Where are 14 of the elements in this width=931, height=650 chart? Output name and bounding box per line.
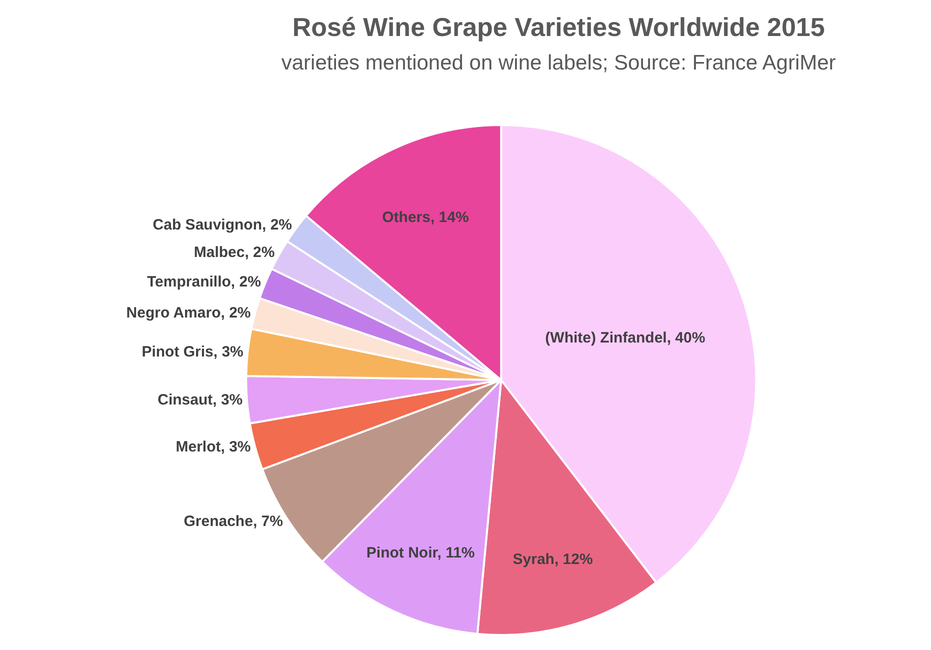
slice-label: Cinsaut, 3% [158,391,243,408]
slice-label: (White) Zinfandel, 40% [545,329,706,346]
slice-label: Pinot Gris, 3% [142,344,244,361]
slice-label: Pinot Noir, 11% [366,544,475,562]
chart-title: Rosé Wine Grape Varieties Worldwide 2015 [292,12,825,42]
slice-label: Grenache, 7% [184,512,283,530]
slice-label: Malbec, 2% [194,244,275,262]
slice-label: Others, 14% [382,208,469,226]
chart-subtitle: varieties mentioned on wine labels; Source: France AgriMer [281,52,836,75]
slice-label: Syrah, 12% [512,551,593,568]
slice-label: Merlot, 3% [176,438,251,456]
slice-label: Tempranillo, 2% [147,274,261,291]
slice-label: Cab Sauvignon, 2% [152,216,292,234]
slice-label: Negro Amaro, 2% [126,304,251,322]
